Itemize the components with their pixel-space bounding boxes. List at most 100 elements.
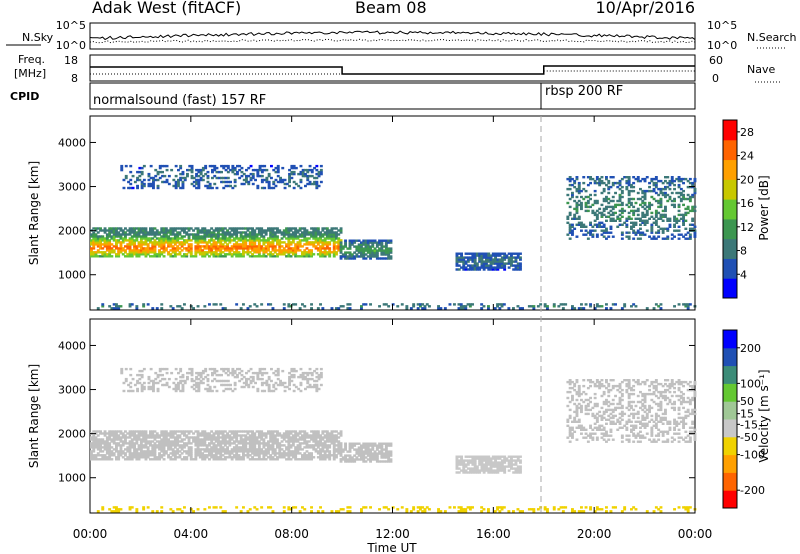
- power-cell: [137, 231, 141, 234]
- power-cell: [314, 247, 318, 250]
- power-cell: [211, 170, 214, 174]
- velocity-cell: [135, 456, 139, 459]
- power-cell: [362, 249, 366, 252]
- power-cell: [135, 255, 139, 258]
- power-cell: [226, 170, 230, 174]
- velocity-cell: [269, 430, 273, 433]
- power-cell: [235, 229, 239, 232]
- power-cell: [328, 249, 332, 252]
- velocity-cell: [119, 448, 123, 451]
- power-cell: [194, 227, 198, 230]
- power-cell: [212, 243, 216, 246]
- velocity-cell: [294, 430, 298, 433]
- velocity-cell: [641, 414, 645, 418]
- velocity-cell: [135, 434, 139, 437]
- velocity-cell: [160, 450, 164, 453]
- power-cell: [221, 245, 225, 248]
- power-cell: [260, 174, 264, 178]
- velocity-cell: [654, 434, 658, 437]
- velocity-cell: [117, 430, 121, 433]
- power-cell: [677, 185, 681, 189]
- velocity-cell: [226, 450, 229, 453]
- velocity-cell: [212, 442, 216, 445]
- power-cell: [571, 223, 574, 226]
- velocity-cell: [260, 430, 264, 433]
- velocity-cell: [226, 448, 229, 451]
- velocity-cell: [257, 458, 261, 461]
- velocity-cell: [133, 436, 136, 439]
- power-cell: [382, 303, 386, 306]
- velocity-cell: [96, 442, 100, 445]
- power-cell: [645, 219, 649, 222]
- power-cell: [312, 231, 316, 234]
- power-cell: [130, 243, 134, 246]
- power-cell: [313, 182, 316, 186]
- power-cell: [246, 247, 250, 250]
- power-cell: [201, 249, 205, 252]
- velocity-cell: [373, 444, 377, 447]
- velocity-cell: [618, 416, 622, 420]
- power-cell: [510, 262, 513, 265]
- velocity-cell: [328, 452, 332, 455]
- velocity-cell: [153, 448, 157, 451]
- velocity-cell: [162, 454, 166, 457]
- power-cell: [221, 239, 225, 242]
- velocity-cell: [487, 469, 491, 472]
- velocity-cell: [473, 459, 477, 462]
- power-cell: [206, 174, 210, 178]
- velocity-cell: [94, 430, 98, 433]
- velocity-cell: [568, 382, 572, 386]
- power-cell: [115, 245, 118, 248]
- power-cell: [128, 303, 132, 306]
- power-cell: [205, 241, 209, 244]
- power-cell: [273, 239, 277, 242]
- power-cell: [593, 201, 597, 205]
- power-cell: [260, 231, 264, 234]
- velocity-cell: [230, 436, 234, 439]
- velocity-cell: [260, 450, 264, 453]
- power-cell: [471, 303, 474, 306]
- power-cell: [625, 223, 629, 226]
- velocity-cell: [609, 388, 613, 392]
- power-cell: [464, 262, 468, 265]
- power-cell: [296, 231, 300, 234]
- velocity-cell: [664, 418, 667, 421]
- power-cell: [595, 225, 599, 228]
- velocity-cell: [110, 450, 114, 453]
- power-cell: [616, 181, 620, 185]
- power-cell: [262, 253, 266, 256]
- velocity-cell: [115, 438, 118, 441]
- power-cell: [455, 262, 459, 265]
- velocity-cell: [580, 398, 583, 402]
- power-cell: [190, 182, 194, 186]
- power-cell: [171, 241, 175, 244]
- velocity-cell: [196, 436, 200, 439]
- velocity-cell: [607, 400, 611, 404]
- velocity-cell: [223, 442, 227, 445]
- velocity-cell: [133, 444, 136, 447]
- power-cell: [494, 254, 497, 257]
- power-cell: [192, 184, 196, 188]
- velocity-cell: [246, 438, 250, 441]
- velocity-cell: [469, 459, 472, 462]
- velocity-cell: [650, 392, 654, 396]
- power-cell: [625, 225, 629, 228]
- velocity-cell: [571, 386, 574, 390]
- power-cell: [364, 253, 368, 256]
- power-cell: [654, 185, 658, 189]
- power-cell: [92, 235, 96, 238]
- velocity-cell: [90, 442, 93, 445]
- velocity-cell: [137, 430, 141, 433]
- velocity-cell: [105, 446, 109, 449]
- power-cell: [607, 187, 611, 191]
- velocity-cell: [618, 422, 622, 425]
- velocity-cell: [657, 404, 661, 408]
- velocity-cell: [636, 434, 640, 437]
- velocity-cell: [643, 416, 647, 420]
- power-cell: [244, 227, 248, 230]
- velocity-cell: [478, 471, 482, 474]
- power-cell: [494, 260, 497, 263]
- velocity-cell: [339, 442, 343, 445]
- velocity-cell: [167, 442, 170, 445]
- power-cell: [618, 183, 622, 187]
